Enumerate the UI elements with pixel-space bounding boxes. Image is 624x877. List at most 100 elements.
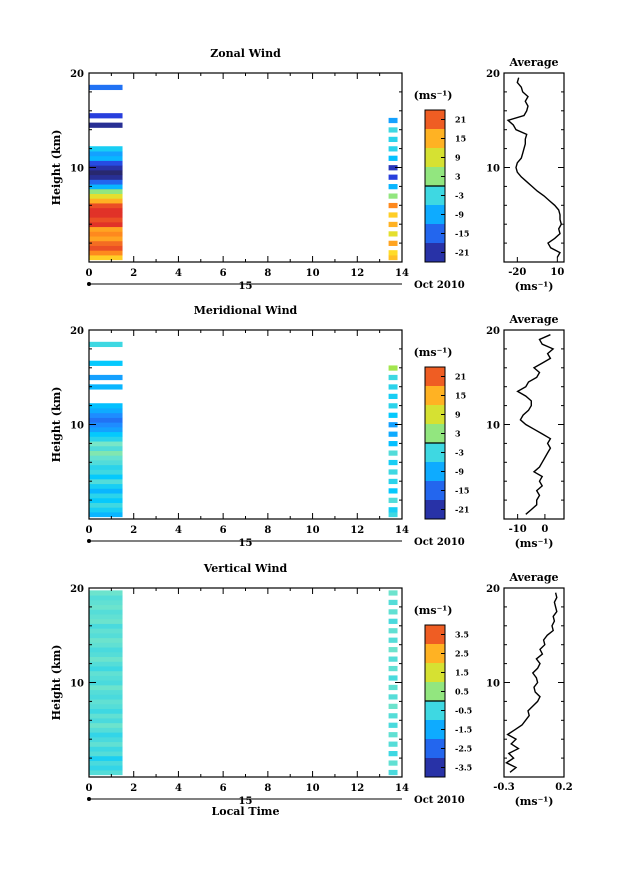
data-cell (388, 590, 398, 596)
data-cell (89, 202, 123, 209)
average-y-tick-label: 20 (486, 69, 500, 80)
average-profile-line (506, 77, 563, 258)
data-cell (89, 689, 123, 695)
colorbar-segment (425, 129, 445, 149)
data-cell (89, 441, 123, 447)
average-x-tick-label: 0.2 (555, 782, 572, 793)
data-cell (388, 675, 398, 681)
data-cell (89, 231, 123, 237)
data-cell (388, 732, 398, 738)
data-cell (89, 590, 123, 596)
data-cell (89, 618, 123, 624)
data-cell (89, 417, 123, 423)
colorbar-tick-label: -3.5 (455, 763, 472, 773)
colorbar-tick-label: 21 (455, 115, 466, 125)
data-cell (89, 595, 123, 601)
panel-title: Meridional Wind (194, 304, 298, 317)
data-cell (89, 236, 123, 242)
data-cell (388, 202, 398, 209)
average-y-tick-label: 10 (486, 421, 500, 432)
colorbar-tick-label: 2.5 (455, 649, 469, 659)
data-cell (388, 393, 398, 400)
data-cell (89, 155, 123, 161)
data-cell (89, 637, 123, 643)
data-cell (388, 684, 398, 691)
data-cell (89, 469, 123, 475)
date-label: Oct 2010 (414, 280, 465, 291)
data-cell (388, 469, 398, 475)
data-cell (388, 250, 398, 256)
data-cell (89, 160, 123, 166)
average-y-tick-label: 10 (486, 164, 500, 175)
data-cell (89, 250, 123, 256)
colorbar-segment (425, 243, 445, 263)
data-cell (89, 113, 123, 119)
average-x-tick-label: -0.3 (493, 782, 515, 793)
colorbar-segment (425, 720, 445, 740)
colorbar-tick-label: -15 (455, 229, 469, 239)
data-cell (89, 174, 123, 180)
average-frame (503, 587, 565, 778)
data-cell (388, 511, 398, 518)
colorbar-segment (425, 224, 445, 244)
x-tick-label: 12 (350, 268, 364, 279)
data-cell (388, 412, 398, 418)
x-tick-label: 10 (306, 783, 320, 794)
data-cell (388, 221, 398, 228)
x-tick-label: 6 (220, 783, 227, 794)
y-tick-label: 20 (70, 584, 84, 595)
data-cell (388, 665, 398, 672)
colorbar-tick-label: 3 (455, 429, 461, 439)
data-cell (89, 207, 123, 213)
data-cell (388, 459, 398, 466)
x-tick-label: 2 (130, 268, 137, 279)
data-cell (388, 713, 398, 719)
data-cell (388, 431, 398, 437)
y-axis-label: Height (km) (50, 387, 63, 463)
average-title: Average (508, 56, 558, 69)
data-cell (388, 174, 398, 180)
colorbar-segment (425, 462, 445, 482)
data-cell (89, 751, 123, 757)
data-cell (388, 365, 398, 371)
average-frame (503, 329, 565, 520)
colorbar-segment (425, 481, 445, 501)
x-tick-label: 0 (86, 783, 93, 794)
data-cell (388, 769, 398, 776)
data-cell (89, 632, 123, 639)
data-cell (388, 155, 398, 161)
y-tick-label: 10 (70, 679, 84, 690)
colorbar-tick-label: 3.5 (455, 630, 469, 640)
data-cell (89, 254, 123, 261)
colorbar-segment (425, 739, 445, 759)
y-axis-label: Height (km) (50, 645, 63, 721)
data-cell (89, 665, 123, 672)
colorbar-tick-label: 15 (455, 134, 466, 144)
data-cell (89, 684, 123, 691)
date-axis-marker (87, 282, 91, 286)
average-x-tick-label: -20 (508, 267, 526, 278)
data-cell (89, 245, 123, 251)
colorbar-segment (425, 148, 445, 168)
average-x-axis-label: (ms⁻¹) (515, 280, 554, 293)
data-cell (388, 231, 398, 237)
colorbar-segment (425, 443, 445, 463)
data-cell (388, 117, 398, 124)
average-profile-line (516, 334, 555, 515)
data-cell (89, 694, 123, 700)
x-axis-label: Local Time (212, 805, 280, 818)
data-cell (388, 637, 398, 643)
data-cell (89, 455, 123, 461)
data-cell (388, 628, 398, 634)
data-cell (89, 613, 123, 620)
data-cell (89, 647, 123, 653)
average-title: Average (508, 571, 558, 584)
data-cell (388, 127, 398, 133)
average-profile-line (504, 592, 558, 773)
data-cell (89, 680, 123, 686)
colorbar-segment (425, 758, 445, 778)
x-tick-label: 14 (395, 525, 409, 536)
data-cell (89, 703, 123, 709)
data-cell (89, 656, 123, 662)
